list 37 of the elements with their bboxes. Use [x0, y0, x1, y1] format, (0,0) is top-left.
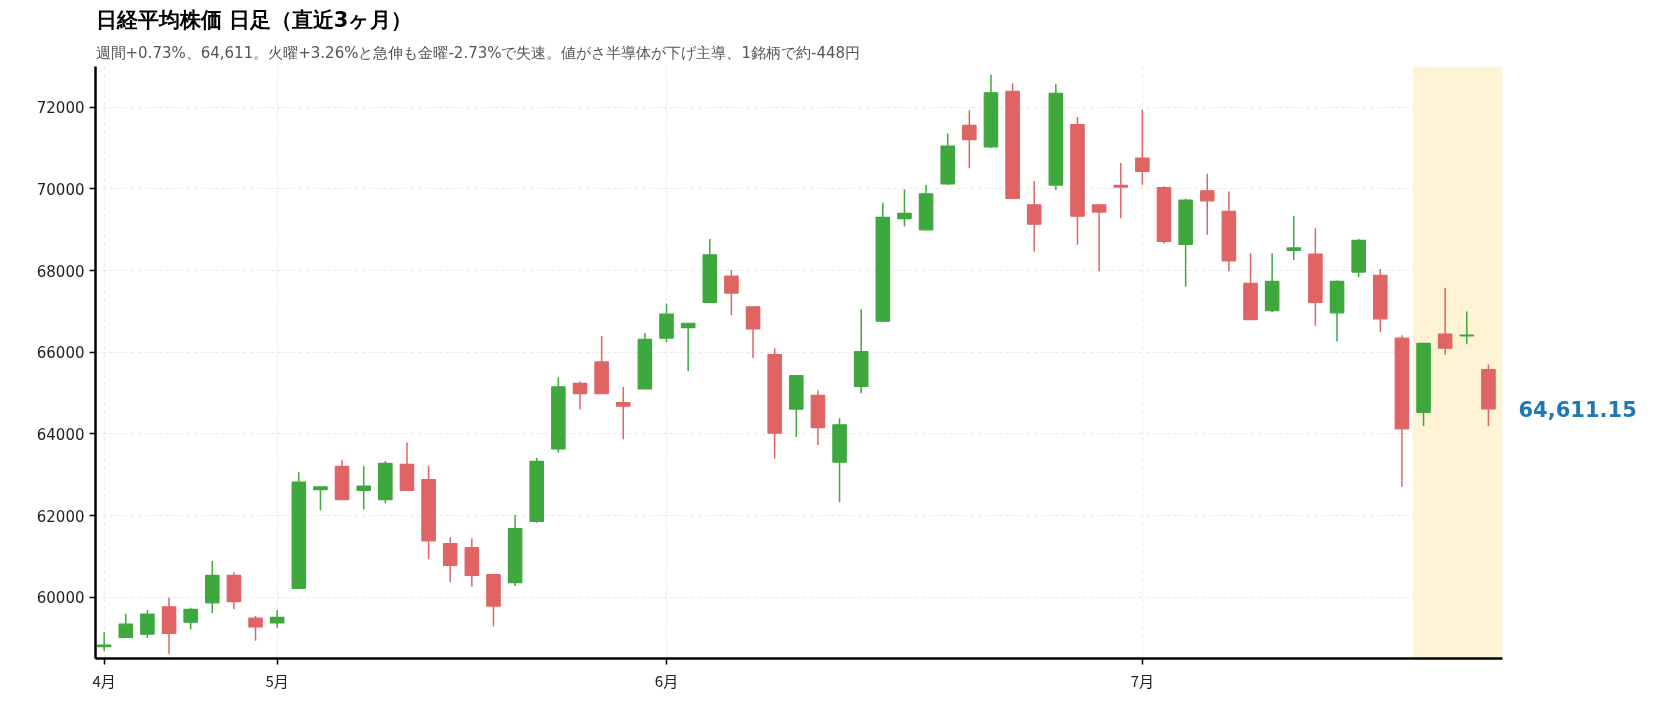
- candlestick: [1091, 204, 1107, 273]
- x-tick-label: 5月: [265, 669, 289, 691]
- chart-title: 日経平均株価 日足（直近3ヶ月）: [95, 7, 413, 32]
- y-tick-label: 70000: [36, 180, 85, 199]
- candlestick: [140, 609, 155, 639]
- y-tick-label: 68000: [36, 262, 85, 281]
- candlestick: [1437, 287, 1453, 356]
- candlestick: [442, 536, 458, 583]
- y-tick-label: 66000: [36, 344, 85, 363]
- candlestick: [356, 465, 372, 511]
- y-tick-label: 64000: [36, 425, 85, 444]
- candlestick: [1459, 310, 1475, 345]
- y-tick-label: 72000: [36, 99, 85, 118]
- candlestick: [897, 188, 912, 228]
- candlestick: [118, 612, 134, 639]
- y-tick-label: 60000: [36, 589, 85, 608]
- candlestick: [724, 269, 739, 316]
- x-tick-label: 6月: [654, 669, 679, 691]
- text: 64,611.15: [1518, 398, 1637, 422]
- y-tick-label: 62000: [36, 507, 85, 526]
- chart-subtitle: 週間+0.73%、64,611。火曜+3.26%と急伸も金曜-2.73%で失速。値がさ半導体が下げ主導、1銘柄で約-448円: [95, 43, 861, 62]
- candlestick: [572, 380, 588, 411]
- candlestick: [248, 615, 263, 642]
- candlestick: [615, 386, 631, 441]
- candlestick: [1135, 109, 1150, 186]
- candlestick: [1286, 214, 1302, 261]
- candlestick: [313, 486, 328, 511]
- candlestick: [745, 305, 761, 359]
- candlestick: [1113, 162, 1129, 219]
- candlestick: [680, 322, 696, 372]
- x-tick-label: 4月: [92, 669, 116, 691]
- candlestick: [183, 606, 198, 631]
- candlestick: [1026, 180, 1042, 253]
- candlestick: [96, 631, 112, 652]
- candlestick: [962, 109, 977, 169]
- candlestick: [1199, 173, 1215, 236]
- x-tick-label: 7月: [1130, 669, 1155, 691]
